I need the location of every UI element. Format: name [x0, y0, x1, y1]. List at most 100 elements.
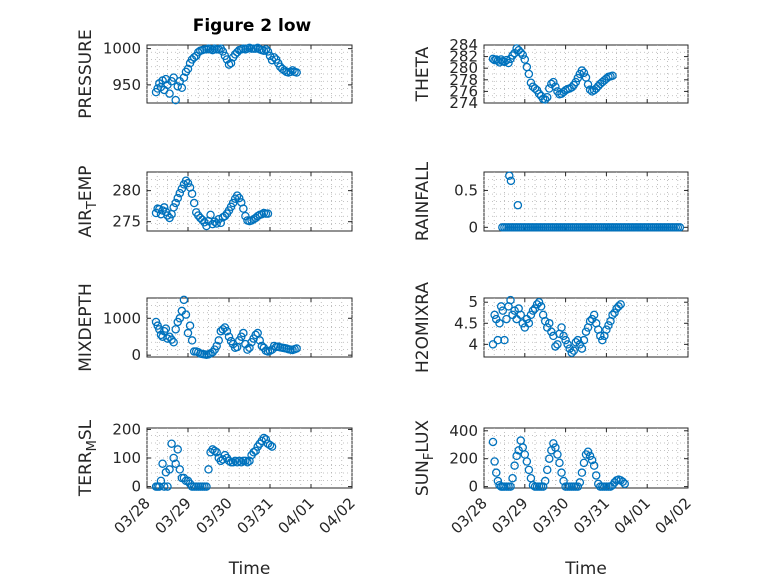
data-point	[259, 433, 269, 443]
x-tick-label: 04/01	[611, 494, 654, 537]
data-point	[208, 219, 217, 229]
data-point	[255, 336, 264, 345]
x-tick-label: 03/29	[488, 494, 531, 537]
data-point	[520, 55, 530, 64]
data-point	[567, 83, 576, 92]
data-point	[163, 211, 172, 220]
y-tick-label: 275	[112, 213, 141, 231]
data-point	[589, 310, 599, 320]
data-point	[563, 340, 572, 349]
data-point	[245, 456, 254, 466]
data-point	[171, 459, 180, 468]
data-point	[675, 223, 685, 232]
data-point	[175, 465, 185, 474]
data-point	[571, 337, 581, 347]
data-point	[608, 71, 617, 80]
y-tick-label: 282	[449, 48, 478, 66]
data-point	[488, 437, 498, 447]
data-point	[208, 347, 217, 357]
data-point	[239, 328, 248, 338]
data-point	[577, 344, 587, 353]
data-point	[228, 198, 238, 208]
data-point	[208, 45, 217, 55]
data-point	[224, 456, 234, 466]
data-point	[614, 302, 623, 311]
y-tick-label: 0	[468, 478, 478, 496]
y-tick-label: 5	[468, 293, 478, 311]
data-point	[218, 455, 228, 464]
y-axis-label: THETA	[413, 46, 433, 102]
data-point	[532, 300, 542, 309]
x-tick-label: 03/31	[570, 494, 613, 537]
y-tick-label: 4	[468, 335, 478, 353]
y-tick-label: 0.5	[454, 181, 478, 199]
data-point	[536, 302, 546, 311]
data-point	[259, 46, 269, 56]
data-point	[506, 295, 515, 305]
data-point	[292, 344, 301, 353]
data-point	[524, 465, 534, 475]
data-point	[232, 458, 242, 467]
data-point	[553, 450, 562, 459]
data-point	[198, 215, 207, 225]
data-point	[234, 193, 244, 203]
data-point	[161, 324, 171, 333]
data-point	[557, 323, 566, 332]
y-tick-label: 280	[449, 59, 478, 77]
data-point	[545, 84, 554, 93]
data-point	[516, 310, 525, 320]
series-points	[488, 295, 625, 358]
data-point	[218, 47, 228, 56]
data-point	[579, 68, 589, 78]
data-point	[495, 319, 504, 328]
y-tick-label: 4.5	[454, 314, 478, 332]
y-tick-label: 1000	[103, 40, 141, 58]
data-point	[522, 457, 532, 466]
data-point	[251, 330, 260, 340]
y-tick-label: 0	[131, 346, 141, 364]
data-point	[189, 198, 199, 208]
subplot-6: 4 4.5 5 H2OMIXRA	[413, 282, 689, 373]
data-point	[292, 68, 301, 77]
data-point	[618, 477, 627, 486]
data-point	[506, 482, 515, 491]
data-point	[559, 331, 568, 341]
data-point	[206, 210, 215, 220]
data-point	[598, 335, 607, 345]
data-point	[500, 335, 509, 345]
data-point	[604, 321, 613, 330]
data-point	[265, 440, 275, 450]
data-point	[224, 332, 234, 341]
data-point	[488, 340, 498, 349]
y-tick-label: 278	[449, 71, 478, 89]
data-point	[526, 78, 536, 87]
data-point	[202, 482, 211, 491]
data-point	[181, 310, 191, 319]
data-point	[490, 310, 499, 320]
data-point	[286, 67, 295, 77]
data-point	[559, 476, 568, 486]
data-point	[171, 95, 180, 105]
y-axis-label: MIXDEPTH	[76, 283, 96, 372]
y-tick-label: 0	[131, 478, 141, 496]
series-points	[151, 43, 301, 105]
x-axis-label: Time	[228, 559, 271, 579]
data-point	[158, 459, 167, 468]
data-point	[510, 306, 519, 315]
data-point	[179, 73, 189, 82]
data-point	[165, 89, 174, 98]
data-point	[173, 445, 182, 454]
series-points	[498, 171, 685, 232]
data-point	[175, 314, 185, 323]
data-point	[173, 193, 182, 203]
data-point	[490, 457, 499, 466]
data-point	[181, 176, 191, 185]
y-tick-label: 200	[112, 420, 141, 438]
data-point	[573, 73, 583, 83]
data-point	[553, 340, 562, 349]
data-point	[577, 66, 587, 75]
data-point	[508, 473, 517, 483]
data-point	[542, 92, 552, 102]
data-point	[591, 471, 601, 480]
